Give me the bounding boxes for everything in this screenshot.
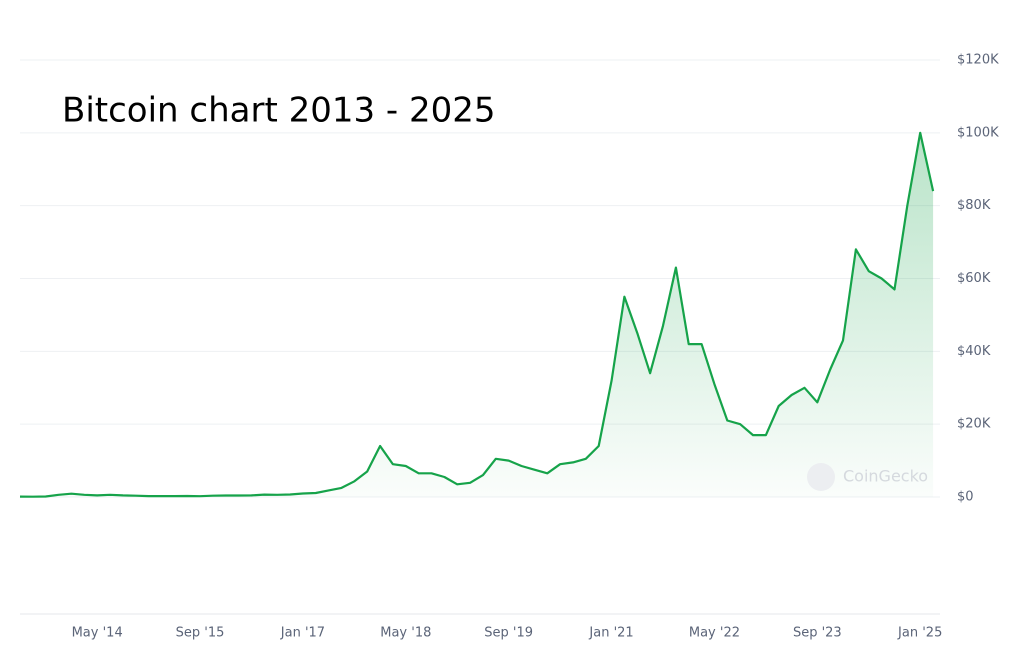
y-tick-label: $60K bbox=[957, 271, 991, 286]
y-tick-label: $40K bbox=[957, 344, 991, 359]
y-tick-label: $100K bbox=[957, 125, 999, 140]
y-tick-label: $80K bbox=[957, 198, 991, 213]
y-tick-label: $120K bbox=[957, 53, 999, 68]
x-tick-label: May '14 bbox=[72, 626, 123, 641]
y-tick-label: $20K bbox=[957, 417, 991, 432]
price-line bbox=[19, 131, 935, 498]
y-tick-label: $0 bbox=[957, 490, 974, 505]
watermark-logo bbox=[807, 463, 835, 491]
x-tick-label: Sep '19 bbox=[484, 626, 533, 641]
x-tick-label: May '18 bbox=[380, 626, 431, 641]
x-tick-label: Sep '15 bbox=[176, 626, 225, 641]
watermark: CoinGecko bbox=[843, 467, 928, 486]
area bbox=[20, 132, 934, 498]
x-tick-label: Sep '23 bbox=[793, 626, 842, 641]
x-tick-label: Jan '17 bbox=[280, 626, 325, 641]
x-tick-label: May '22 bbox=[689, 626, 740, 641]
x-tick-label: Jan '25 bbox=[897, 626, 942, 641]
chart-title: Bitcoin chart 2013 - 2025 bbox=[62, 91, 496, 131]
x-tick-label: Jan '21 bbox=[588, 626, 633, 641]
